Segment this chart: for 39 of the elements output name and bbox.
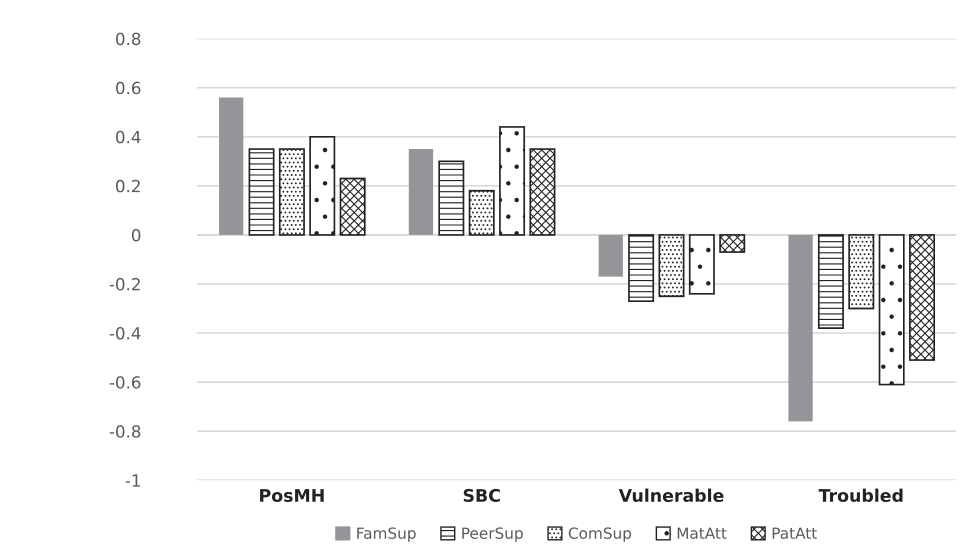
bar — [909, 234, 936, 361]
bar — [219, 98, 244, 235]
legend-label: MatAtt — [678, 528, 727, 539]
y-tick-label: 0.4 — [116, 130, 141, 144]
bar — [848, 234, 874, 310]
bar — [688, 234, 715, 295]
y-tick-label: -0.6 — [110, 376, 140, 389]
bar — [340, 178, 366, 236]
y-tick-label: -0.2 — [110, 278, 140, 291]
bar — [658, 234, 684, 298]
y-tick-label: 0.8 — [116, 32, 140, 46]
legend-label: PatAtt — [772, 528, 817, 539]
bar — [788, 234, 813, 422]
y-tick-label: -0.4 — [110, 327, 141, 340]
bar — [278, 148, 305, 236]
bar — [719, 234, 746, 253]
bar — [468, 190, 495, 236]
legend-label: ComSup — [568, 527, 632, 542]
x-tick-label: PosMH — [260, 489, 324, 502]
legend-label: PeerSup — [462, 527, 523, 542]
bar — [529, 148, 556, 236]
bar — [628, 234, 654, 302]
bar — [499, 126, 526, 236]
y-tick-label: -1 — [126, 474, 140, 487]
bar — [248, 148, 275, 236]
bar — [598, 234, 623, 277]
bar — [438, 160, 464, 236]
bar — [818, 234, 844, 329]
x-tick-label: SBC — [464, 488, 500, 502]
legend-label: FamSup — [357, 527, 416, 542]
y-tick-label: -0.8 — [110, 425, 140, 438]
x-tick-label: Troubled — [818, 488, 903, 502]
y-tick-label: 0.2 — [116, 180, 140, 192]
bar — [309, 136, 336, 236]
x-tick-label: Vulnerable — [618, 488, 724, 502]
y-tick-label: 0.6 — [116, 82, 140, 94]
y-tick-label: 0 — [132, 228, 140, 242]
bar — [408, 149, 434, 235]
bar — [878, 234, 905, 386]
